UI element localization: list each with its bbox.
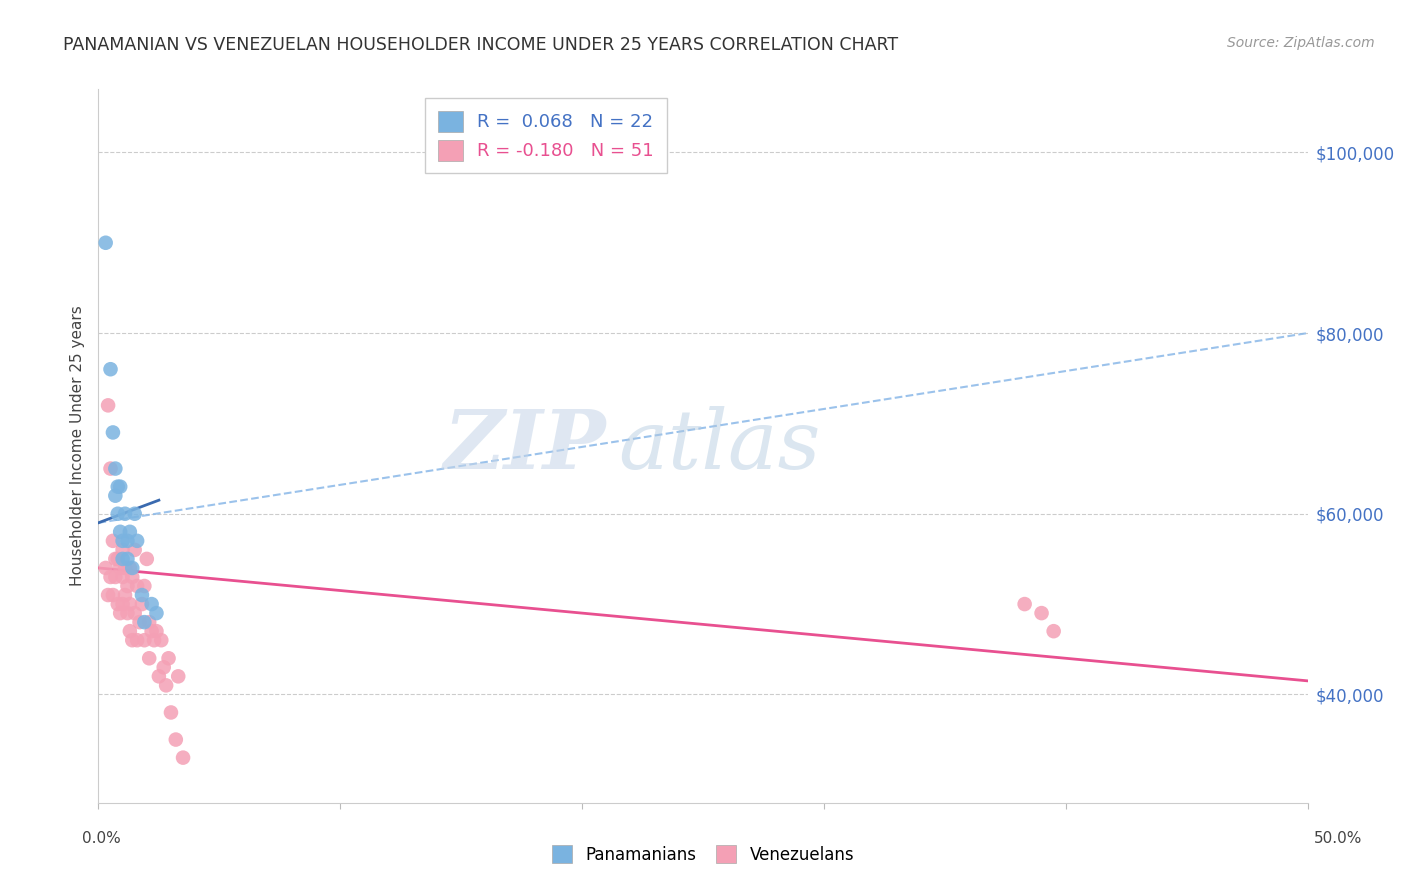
Point: [127, 579, 149, 593]
Legend: Panamanians, Venezuelans: Panamanians, Venezuelans: [546, 838, 860, 871]
Point: [124, 542, 146, 557]
Point: [114, 588, 136, 602]
Point: [108, 606, 131, 620]
Point: [104, 570, 127, 584]
Point: [111, 552, 134, 566]
Point: [135, 552, 157, 566]
Point: [1031, 606, 1053, 620]
Point: [141, 597, 163, 611]
Point: [118, 561, 141, 575]
Point: [117, 533, 139, 548]
Point: [145, 624, 167, 639]
Point: [114, 507, 136, 521]
Point: [148, 669, 170, 683]
Point: [101, 588, 124, 602]
Point: [111, 542, 134, 557]
Point: [107, 552, 129, 566]
Y-axis label: Householder Income Under 25 years: Householder Income Under 25 years: [69, 306, 84, 586]
Point: [101, 533, 124, 548]
Text: ZIP: ZIP: [444, 406, 606, 486]
Point: [100, 570, 122, 584]
Point: [107, 507, 129, 521]
Text: 50.0%: 50.0%: [1315, 831, 1362, 846]
Point: [1042, 624, 1064, 639]
Point: [97, 588, 120, 602]
Point: [111, 570, 134, 584]
Point: [124, 606, 146, 620]
Point: [108, 524, 131, 539]
Point: [157, 651, 180, 665]
Point: [121, 633, 143, 648]
Point: [97, 398, 120, 412]
Point: [160, 706, 183, 720]
Text: PANAMANIAN VS VENEZUELAN HOUSEHOLDER INCOME UNDER 25 YEARS CORRELATION CHART: PANAMANIAN VS VENEZUELAN HOUSEHOLDER INC…: [63, 36, 898, 54]
Legend: R =  0.068   N = 22, R = -0.180   N = 51: R = 0.068 N = 22, R = -0.180 N = 51: [425, 98, 666, 173]
Point: [107, 480, 129, 494]
Point: [128, 615, 150, 629]
Point: [165, 732, 187, 747]
Point: [101, 425, 124, 440]
Point: [121, 570, 143, 584]
Point: [100, 362, 122, 376]
Point: [1014, 597, 1036, 611]
Text: Source: ZipAtlas.com: Source: ZipAtlas.com: [1227, 36, 1375, 50]
Point: [118, 624, 141, 639]
Point: [134, 633, 156, 648]
Point: [117, 579, 139, 593]
Point: [127, 533, 149, 548]
Point: [117, 606, 139, 620]
Point: [94, 235, 117, 250]
Point: [117, 552, 139, 566]
Point: [167, 669, 190, 683]
Point: [138, 651, 160, 665]
Point: [108, 480, 131, 494]
Point: [121, 561, 143, 575]
Point: [134, 615, 156, 629]
Point: [155, 678, 177, 692]
Text: atlas: atlas: [619, 406, 821, 486]
Point: [104, 461, 127, 475]
Point: [145, 606, 167, 620]
Point: [150, 633, 173, 648]
Point: [124, 507, 146, 521]
Point: [172, 750, 194, 764]
Point: [138, 615, 160, 629]
Point: [111, 533, 134, 548]
Point: [104, 489, 127, 503]
Point: [111, 597, 134, 611]
Point: [134, 579, 156, 593]
Point: [108, 561, 131, 575]
Text: 0.0%: 0.0%: [82, 831, 121, 846]
Point: [100, 461, 122, 475]
Point: [141, 624, 163, 639]
Point: [107, 597, 129, 611]
Point: [94, 561, 117, 575]
Point: [127, 633, 149, 648]
Point: [104, 552, 127, 566]
Point: [118, 524, 141, 539]
Point: [131, 588, 153, 602]
Point: [143, 633, 166, 648]
Point: [152, 660, 174, 674]
Point: [131, 597, 153, 611]
Point: [114, 561, 136, 575]
Point: [118, 597, 141, 611]
